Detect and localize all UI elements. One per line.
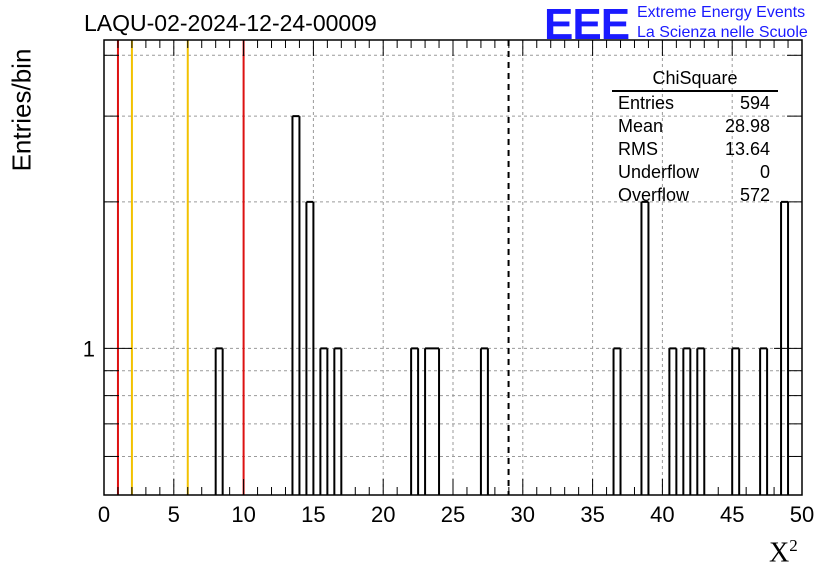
stats-label: Entries — [618, 93, 675, 113]
stats-value: 13.64 — [724, 139, 770, 159]
stats-label: Overflow — [618, 185, 690, 205]
stats-value: 28.98 — [724, 116, 770, 136]
eee-logo: EEE — [544, 0, 630, 49]
histogram-bin — [292, 116, 299, 495]
histogram-series — [214, 115, 790, 495]
x-tick-label: 15 — [301, 502, 325, 527]
stats-value: 572 — [739, 185, 770, 205]
stats-label: RMS — [618, 139, 658, 159]
x-tick-label: 35 — [580, 502, 604, 527]
stats-value: 0 — [759, 162, 770, 182]
x-tick-label: 0 — [98, 502, 110, 527]
logo-line-2: La Scienza nelle Scuole — [637, 24, 808, 41]
stats-row-overflow: Overflow 572 — [610, 184, 776, 207]
x-tick-label: 50 — [790, 502, 814, 527]
logo-line-1: Extreme Energy Events — [637, 4, 806, 21]
x-tick-label: 20 — [371, 502, 395, 527]
x-tick-label: 40 — [650, 502, 674, 527]
stats-title: ChiSquare — [612, 66, 778, 92]
x-tick-label: 45 — [720, 502, 744, 527]
y-tick-label: 1 — [83, 336, 95, 361]
chart-title: LAQU-02-2024-12-24-00009 — [84, 10, 377, 36]
x-tick-label: 30 — [511, 502, 535, 527]
stats-row-entries: Entries 594 — [610, 92, 776, 115]
x-tick-label: 10 — [231, 502, 255, 527]
x-tick-label: 25 — [441, 502, 465, 527]
stats-label: Underflow — [618, 162, 700, 182]
stats-row-mean: Mean 28.98 — [610, 115, 776, 138]
stats-value: 594 — [739, 93, 770, 113]
x-axis-label: X2 — [769, 536, 798, 569]
stats-row-underflow: Underflow 0 — [610, 161, 776, 184]
y-axis-label: Entries/bin — [6, 48, 37, 172]
x-tick-label: 5 — [168, 502, 180, 527]
stats-row-rms: RMS 13.64 — [610, 138, 776, 161]
stats-label: Mean — [618, 116, 664, 136]
stats-box: ChiSquare Entries 594 Mean 28.98 RMS 13.64 … — [610, 66, 778, 207]
